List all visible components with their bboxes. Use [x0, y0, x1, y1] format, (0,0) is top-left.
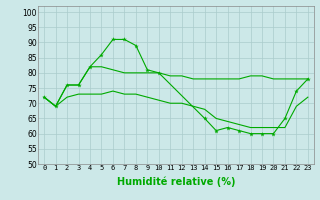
X-axis label: Humidité relative (%): Humidité relative (%): [117, 177, 235, 187]
